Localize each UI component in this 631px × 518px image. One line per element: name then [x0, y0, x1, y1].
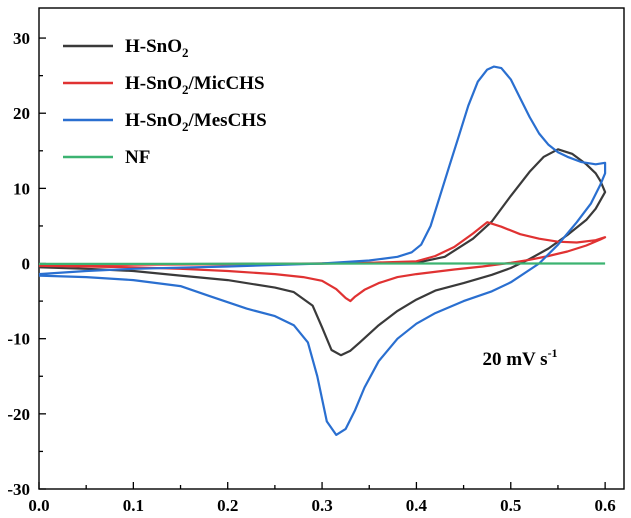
legend-label-subscript: 2 [182, 45, 189, 60]
legend-label: H-SnO2/MesCHS [125, 110, 267, 134]
legend-label-base: H-SnO [125, 36, 182, 57]
scan-rate-superscript: -1 [548, 346, 558, 360]
legend-label-suffix: /MesCHS [188, 110, 267, 131]
legend-label-suffix: /MicCHS [188, 73, 265, 94]
y-tick-label: 0 [22, 255, 31, 274]
x-tick-label: 0.1 [123, 496, 144, 515]
legend-label: NF [125, 147, 150, 168]
scan-rate-annotation: 20 mV s-1 [482, 346, 557, 370]
x-tick-label: 0.0 [28, 496, 49, 515]
legend-label: H-SnO2/MicCHS [125, 73, 265, 97]
y-tick-labels: 30 20 10 0 -10 -20 -30 [7, 29, 30, 499]
scan-rate-text: 20 mV s [482, 349, 547, 370]
legend: H-SnO2 H-SnO2/MicCHS H-SnO2/MesCHS NF [63, 36, 267, 168]
x-tick-labels: 0.0 0.1 0.2 0.3 0.4 0.5 0.6 [28, 496, 615, 515]
plot-frame [38, 7, 625, 490]
legend-label-base: NF [125, 147, 150, 168]
legend-item: H-SnO2/MicCHS [63, 73, 265, 97]
series-line-h-sno2 [38, 148, 607, 357]
x-tick-label: 0.4 [406, 496, 428, 515]
legend-label-subscript: 2 [182, 119, 189, 134]
y-tick-label: -30 [7, 480, 30, 499]
series-line-h-sno2-meschs [38, 65, 607, 436]
y-tick-label: -20 [7, 405, 30, 424]
legend-label-base: H-SnO [125, 110, 182, 131]
series-line-h-sno2-micchs [38, 221, 607, 303]
series-lines [38, 65, 607, 436]
y-tick-label: 20 [13, 104, 30, 123]
legend-item: NF [63, 147, 150, 168]
x-tick-label: 0.6 [595, 496, 616, 515]
y-tick-label: -10 [7, 330, 30, 349]
x-tick-label: 0.3 [311, 496, 332, 515]
x-tick-label: 0.2 [217, 496, 238, 515]
legend-item: H-SnO2 [63, 36, 189, 60]
x-tick-label: 0.5 [500, 496, 521, 515]
legend-label-subscript: 2 [182, 82, 189, 97]
legend-label-base: H-SnO [125, 73, 182, 94]
legend-label: H-SnO2 [125, 36, 189, 60]
legend-item: H-SnO2/MesCHS [63, 110, 267, 134]
y-tick-label: 30 [13, 29, 30, 48]
y-tick-label: 10 [13, 179, 30, 198]
